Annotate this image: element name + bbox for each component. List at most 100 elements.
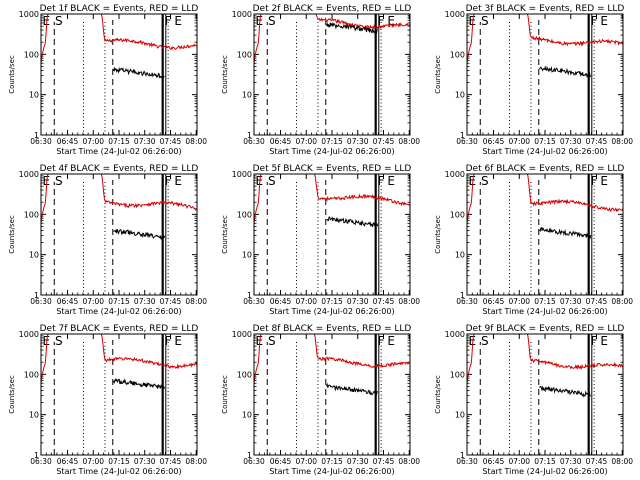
y-tick-label: 100 [24,210,39,219]
marker-label: E [600,334,608,348]
x-tick-label: 07:15 [534,457,556,466]
x-axis-label: Start Time (24-Jul-02 06:26:00) [482,147,607,156]
y-tick-label: 1000 [445,330,465,339]
x-tick-label: 06:30 [243,137,265,146]
x-tick-label: 07:30 [560,297,582,306]
x-tick-label: 06:30 [30,457,52,466]
x-tick-label: 07:00 [82,297,104,306]
y-tick-label: 1000 [445,10,465,19]
x-tick-label: 08:00 [611,457,633,466]
x-tick-label: 07:45 [586,137,608,146]
y-tick-label: 1000 [232,170,252,179]
plot-frame [466,173,624,296]
marker-label: E [600,14,608,28]
y-tick-label: 1 [460,451,465,460]
x-tick-label: 07:30 [134,137,156,146]
x-tick-label: 08:00 [185,457,207,466]
panel-title: Det 3f BLACK = Events, RED = LLD [466,4,625,14]
marker-label: S [481,14,489,28]
y-axis-label: Counts/sec [434,375,442,414]
marker-label: F [378,174,385,188]
y-tick-label: 100 [237,50,252,59]
y-tick-label: 10 [29,411,39,420]
y-tick-label: 1000 [19,10,39,19]
y-axis-label: Counts/sec [221,375,229,414]
x-axis-label: Start Time (24-Jul-02 06:26:00) [482,307,607,316]
y-tick-label: 10 [455,411,465,420]
x-tick-label: 08:00 [611,297,633,306]
x-tick-label: 07:15 [108,137,130,146]
x-tick-label: 07:00 [82,457,104,466]
marker-label: E [256,174,264,188]
marker-label: E [256,14,264,28]
x-tick-label: 08:00 [185,297,207,306]
y-tick-label: 1000 [19,330,39,339]
y-tick-label: 100 [237,210,252,219]
marker-label: S [268,334,276,348]
lld-series-line-2 [97,333,198,369]
y-axis-label: Counts/sec [221,215,229,254]
x-tick-label: 06:30 [30,137,52,146]
lld-series-line-2 [310,13,411,31]
x-tick-label: 06:30 [243,297,265,306]
x-tick-label: 06:45 [483,137,505,146]
x-axis-label: Start Time (24-Jul-02 06:26:00) [269,467,394,476]
y-tick-label: 1000 [19,170,39,179]
events-series-line [326,21,378,35]
x-tick-label: 06:30 [30,297,52,306]
y-axis-label: Counts/sec [434,55,442,94]
x-tick-label: 07:30 [134,457,156,466]
panel-title: Det 7f BLACK = Events, RED = LLD [40,324,199,334]
y-tick-label: 10 [29,91,39,100]
events-series-line [539,65,592,79]
events-series-line [113,378,166,390]
x-tick-label: 07:15 [108,297,130,306]
marker-label: F [378,334,385,348]
marker-label: F [591,174,598,188]
x-tick-label: 08:00 [398,297,420,306]
panel-title: Det 8f BLACK = Events, RED = LLD [253,324,412,334]
events-series-line [113,228,166,241]
y-tick-label: 1 [247,131,252,140]
panel-2f: Det 2f BLACK = Events, RED = LLD Counts/s… [221,4,420,156]
marker-label: E [600,174,608,188]
x-tick-label: 07:00 [295,137,317,146]
marker-label: S [481,174,489,188]
marker-label: E [387,334,395,348]
lld-series-line-2 [97,13,198,50]
y-tick-label: 1 [34,131,39,140]
y-tick-label: 10 [29,251,39,260]
lld-series-line-2 [523,13,624,47]
y-tick-label: 1000 [232,10,252,19]
marker-label: F [591,334,598,348]
marker-label: E [43,334,51,348]
marker-label: E [43,14,51,28]
panel-title: Det 9f BLACK = Events, RED = LLD [466,324,625,334]
marker-label: F [165,334,172,348]
marker-label: E [387,174,395,188]
x-tick-label: 06:30 [456,457,478,466]
plot-frame [253,13,411,136]
y-tick-label: 1000 [232,330,252,339]
panel-3f: Det 3f BLACK = Events, RED = LLD Counts/s… [434,4,633,156]
x-tick-label: 06:45 [270,137,292,146]
marker-label: S [55,174,63,188]
events-series-line [539,226,592,240]
x-tick-label: 06:45 [483,297,505,306]
marker-label: S [55,334,63,348]
x-tick-label: 07:15 [534,137,556,146]
panel-7f: Det 7f BLACK = Events, RED = LLD Counts/s… [8,324,207,476]
x-tick-label: 06:45 [270,297,292,306]
x-tick-label: 07:45 [586,457,608,466]
y-tick-label: 1 [247,451,252,460]
y-tick-label: 1 [460,291,465,300]
y-tick-label: 100 [24,50,39,59]
plot-frame [466,333,624,456]
y-tick-label: 100 [450,50,465,59]
y-axis-label: Counts/sec [8,375,16,414]
panel-title: Det 2f BLACK = Events, RED = LLD [253,4,412,14]
y-axis-label: Counts/sec [221,55,229,94]
x-tick-label: 06:30 [456,137,478,146]
x-axis-label: Start Time (24-Jul-02 06:26:00) [269,307,394,316]
x-axis-label: Start Time (24-Jul-02 06:26:00) [56,307,181,316]
